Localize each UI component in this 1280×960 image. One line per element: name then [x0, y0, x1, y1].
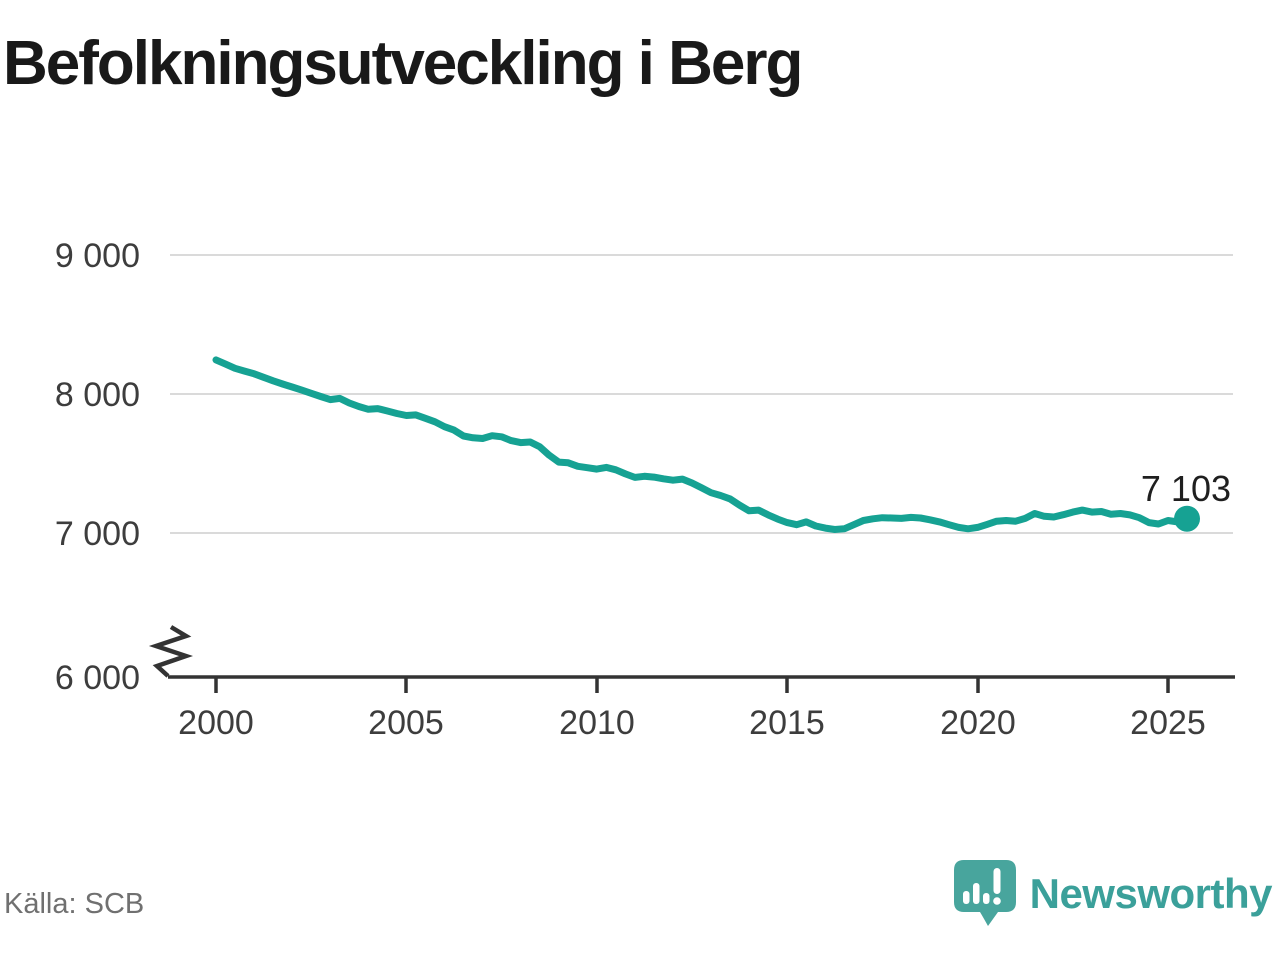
x-label-2020: 2020 — [940, 704, 1016, 742]
gridlines — [170, 254, 1233, 534]
x-label-2015: 2015 — [749, 704, 825, 742]
mini-bar-chart-exclamation — [962, 868, 1001, 905]
brand-name: Newsworthy — [1029, 870, 1273, 917]
x-label-2025: 2025 — [1130, 704, 1206, 742]
newsworthy-logo: Newsworthy — [953, 858, 1273, 930]
x-axis-labels: 2000 2005 2010 2015 2020 2025 — [178, 704, 1206, 742]
x-label-2005: 2005 — [368, 704, 444, 742]
y-axis-break-icon — [148, 625, 194, 678]
exclamation-dot — [992, 897, 1001, 905]
x-label-2010: 2010 — [559, 704, 635, 742]
latest-point-marker — [1174, 505, 1200, 532]
latest-value-label: 7 103 — [1141, 468, 1231, 509]
x-label-2000: 2000 — [178, 704, 254, 742]
y-label-6000: 6 000 — [55, 659, 140, 697]
mini-bar-3 — [982, 893, 990, 904]
y-label-9000: 9 000 — [55, 237, 140, 275]
chart-title: Befolkningsutveckling i Berg — [3, 29, 803, 98]
y-label-8000: 8 000 — [55, 376, 140, 414]
newsworthy-speech-bubble-chart-icon — [953, 860, 1016, 926]
y-axis-labels: 9 000 8 000 7 000 6 000 — [55, 237, 140, 697]
mini-bar-1 — [962, 891, 970, 904]
mini-bar-2 — [972, 883, 980, 904]
x-axis-ticks — [214, 677, 1170, 693]
y-label-7000: 7 000 — [55, 515, 140, 553]
source-note: Källa: SCB — [4, 888, 145, 920]
population-trend-line — [212, 356, 1191, 533]
exclamation-stem — [993, 868, 1001, 894]
